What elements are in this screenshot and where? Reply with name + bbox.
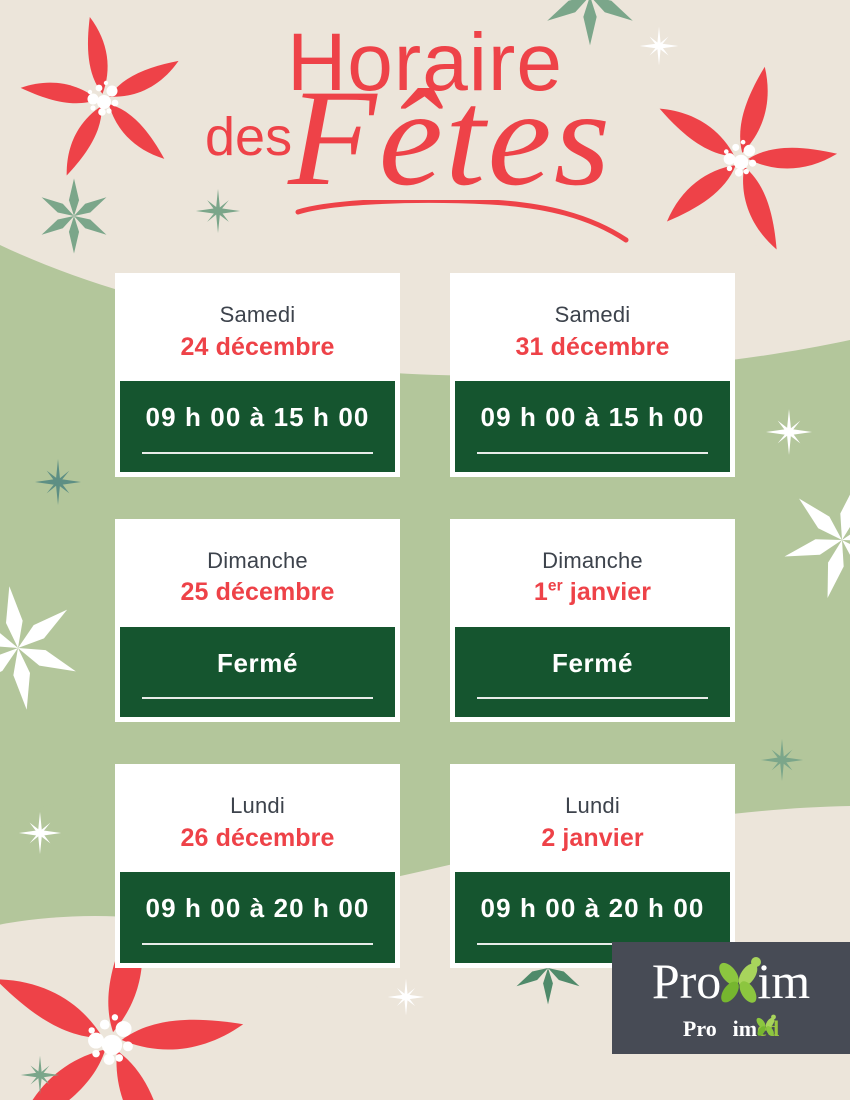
title-des: des [205,107,293,167]
card-hours-panel: Fermé [455,626,730,718]
schedule-card[interactable]: Lundi 2 janvier 09 h 00 à 20 h 00 [450,764,735,968]
card-hours-value: 09 h 00 à 15 h 00 [480,402,705,432]
schedule-card[interactable]: Lundi 26 décembre 09 h 00 à 20 h 00 [115,764,400,968]
butterfly-small-icon [756,1014,776,1036]
card-date-label: 31 décembre [515,332,670,361]
poster-title: Horaire des Fêtes [0,22,850,250]
card-date-label: 25 décembre [180,578,335,607]
schedule-row-2: Dimanche 25 décembre Fermé Dimanche 1er … [115,518,735,723]
card-hours-value: Fermé [216,647,299,678]
logo-sub-pre: Pro [682,1016,717,1041]
card-day-label: Dimanche [542,547,643,573]
schedule-card[interactable]: Samedi 24 décembre 09 h 00 à 15 h 00 [115,273,400,477]
card-day-label: Dimanche [207,547,308,573]
card-underline-rule [142,697,373,700]
card-hours-panel: Fermé [120,626,395,718]
card-header: Lundi 2 janvier [455,769,730,872]
card-hours-value: 09 h 00 à 20 h 00 [145,893,370,924]
card-hours-value: Fermé [551,647,634,678]
schedule-card-grid: Samedi 24 décembre 09 h 00 à 15 h 00 Sam… [115,273,735,1010]
card-hours-value: 09 h 00 à 20 h 00 [480,893,705,924]
card-date-label: 26 décembre [180,823,335,852]
logo-sub-wordmark: ProXimed [612,1018,850,1040]
card-hours-panel: 09 h 00 à 15 h 00 [455,381,730,472]
date-ordinal-suffix: er [547,577,563,595]
card-underline-rule [477,942,708,945]
schedule-card[interactable]: Dimanche 1er janvier Fermé [450,518,735,723]
card-hours-panel: 09 h 00 à 20 h 00 [120,872,395,963]
schedule-row-3: Lundi 26 décembre 09 h 00 à 20 h 00 Lund… [115,764,735,968]
card-header: Samedi 31 décembre [455,278,730,381]
card-day-label: Lundi [565,793,620,819]
card-date-label: 1er janvier [461,576,724,609]
title-second-line: des Fêtes [0,61,850,250]
schedule-row-1: Samedi 24 décembre 09 h 00 à 15 h 00 Sam… [115,273,735,477]
logo-sub-mid: im [732,1016,758,1041]
card-underline-rule [142,942,373,945]
schedule-card[interactable]: Dimanche 25 décembre Fermé [115,518,400,723]
butterfly-icon [719,957,761,1003]
card-header: Lundi 26 décembre [120,769,395,872]
card-underline-rule [142,451,373,454]
card-hours-value: 09 h 00 à 15 h 00 [145,402,370,432]
card-date-label: 2 janvier [541,823,644,852]
card-underline-rule [477,451,708,454]
title-horaire: Horaire [287,17,563,108]
card-hours-panel: 09 h 00 à 15 h 00 [120,381,395,472]
date-month: janvier [562,578,652,607]
card-day-label: Lundi [230,793,285,819]
card-hours-panel: 09 h 00 à 20 h 00 [455,872,730,963]
card-day-label: Samedi [554,302,631,327]
card-header: Dimanche 25 décembre [120,524,395,627]
logo-text-pre: Pro [651,953,722,1009]
schedule-card[interactable]: Samedi 31 décembre 09 h 00 à 15 h 00 [450,273,735,477]
date-number: 1 [533,578,548,607]
card-day-label: Samedi [219,302,296,327]
card-header: Dimanche 1er janvier [455,524,730,627]
logo-wordmark: ProXim [612,956,850,1006]
title-fetes: Fêtes [288,61,613,214]
logo-text-post: im [757,953,811,1009]
proxim-logo[interactable]: ProXim ProXimed [612,942,850,1054]
card-header: Samedi 24 décembre [120,278,395,381]
card-underline-rule [477,697,708,700]
card-date-label: 24 décembre [180,332,335,361]
